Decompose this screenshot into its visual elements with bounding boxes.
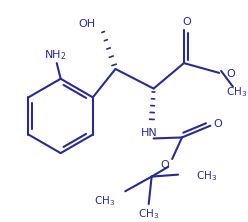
Text: CH$_3$: CH$_3$ (196, 170, 217, 184)
Text: CH$_3$: CH$_3$ (226, 85, 247, 99)
Text: O: O (160, 160, 169, 170)
Text: HN: HN (141, 128, 158, 138)
Text: O: O (183, 17, 191, 27)
Text: NH$_2$: NH$_2$ (43, 48, 66, 62)
Text: CH$_3$: CH$_3$ (94, 194, 116, 208)
Text: O: O (226, 69, 235, 79)
Text: OH: OH (79, 19, 96, 29)
Text: O: O (214, 119, 222, 129)
Text: CH$_3$: CH$_3$ (138, 207, 159, 221)
